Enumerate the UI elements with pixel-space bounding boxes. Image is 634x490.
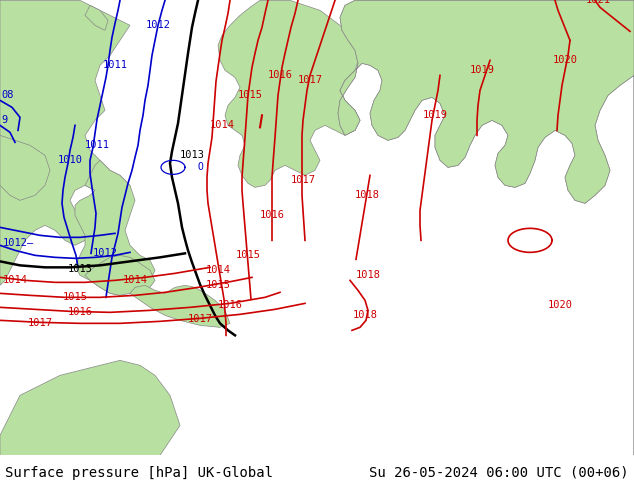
Text: 1016: 1016 xyxy=(67,307,93,318)
Text: 1015: 1015 xyxy=(238,90,262,100)
Text: 9: 9 xyxy=(2,115,8,125)
Text: O: O xyxy=(197,162,203,172)
Text: 1020: 1020 xyxy=(552,55,578,65)
Polygon shape xyxy=(85,5,108,30)
Text: 1012: 1012 xyxy=(93,248,117,258)
Polygon shape xyxy=(130,285,230,327)
Text: 1010: 1010 xyxy=(58,155,82,165)
Text: 1012–: 1012– xyxy=(3,238,34,248)
Text: 1017: 1017 xyxy=(290,175,316,185)
Text: 1014: 1014 xyxy=(209,121,235,130)
Text: 1018: 1018 xyxy=(353,310,377,320)
Text: 1013: 1013 xyxy=(67,264,93,274)
Text: Su 26-05-2024 06:00 UTC (00+06): Su 26-05-2024 06:00 UTC (00+06) xyxy=(369,466,629,480)
Text: 1019: 1019 xyxy=(470,65,495,75)
Polygon shape xyxy=(338,0,634,203)
Text: 1013: 1013 xyxy=(179,150,205,160)
Text: 1020: 1020 xyxy=(548,300,573,310)
Text: 1016: 1016 xyxy=(259,210,285,221)
Text: 1017: 1017 xyxy=(27,318,53,328)
Text: 1019: 1019 xyxy=(422,110,448,121)
Text: 08: 08 xyxy=(2,90,14,100)
Text: 1011: 1011 xyxy=(103,60,127,71)
Text: 1015: 1015 xyxy=(205,280,231,291)
Polygon shape xyxy=(0,360,180,455)
Text: 1017: 1017 xyxy=(297,75,323,85)
Text: 1015: 1015 xyxy=(235,250,261,260)
Polygon shape xyxy=(0,135,50,200)
Polygon shape xyxy=(218,0,360,187)
Polygon shape xyxy=(85,255,155,295)
Text: Surface pressure [hPa] UK-Global: Surface pressure [hPa] UK-Global xyxy=(5,466,273,480)
Text: 1021: 1021 xyxy=(586,0,611,5)
Text: 1014: 1014 xyxy=(3,275,27,285)
Text: 1017: 1017 xyxy=(188,315,212,324)
Text: 1014: 1014 xyxy=(205,266,231,275)
Polygon shape xyxy=(75,160,155,295)
Polygon shape xyxy=(338,0,634,455)
Text: 1016: 1016 xyxy=(268,71,292,80)
Text: 1011: 1011 xyxy=(84,140,110,150)
Text: 1018: 1018 xyxy=(354,190,380,200)
Polygon shape xyxy=(0,0,130,285)
Text: 1016: 1016 xyxy=(217,300,242,310)
Text: 1015: 1015 xyxy=(63,293,87,302)
Text: 1012: 1012 xyxy=(145,21,171,30)
Text: 1014: 1014 xyxy=(122,275,148,285)
Text: 1018: 1018 xyxy=(356,270,380,280)
